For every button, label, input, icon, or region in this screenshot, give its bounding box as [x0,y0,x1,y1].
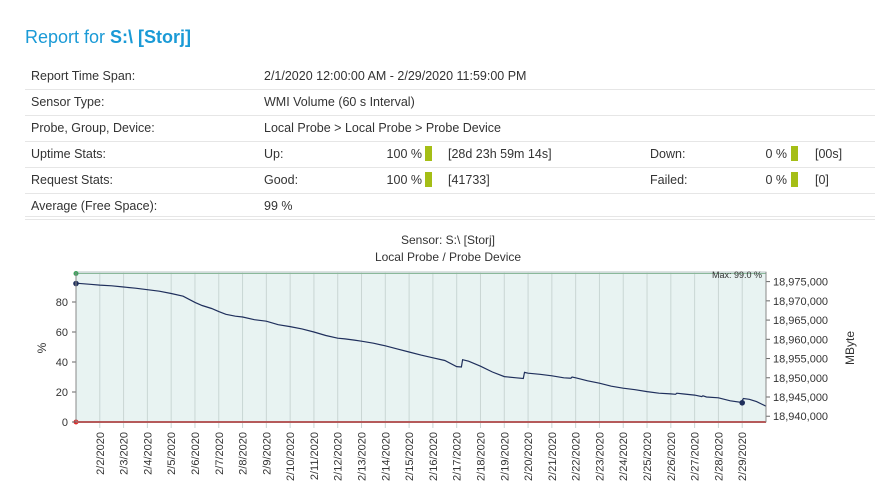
x-tick-label: 2/6/2020 [190,432,202,475]
x-tick-label: 2/23/2020 [594,432,606,481]
probe-label: Probe, Group, Device: [31,121,155,135]
up-bar [425,146,432,161]
y2-tick-label: 18,950,000 [773,373,828,385]
x-tick-label: 2/28/2020 [713,432,725,481]
y2-tick-label: 18,970,000 [773,296,828,308]
row-average: Average (Free Space): 99 % [25,194,875,220]
up-percent: 100 % [386,147,422,161]
max-annotation: Max: 99.0 % [712,270,762,280]
x-tick-label: 2/8/2020 [238,432,250,475]
down-percent: 0 % [765,147,787,161]
x-tick-label: 2/29/2020 [737,432,749,481]
y2-tick-label: 18,965,000 [773,315,828,327]
average-value: 99 % [264,199,293,213]
y2-tick-label: 18,955,000 [773,354,828,366]
x-tick-label: 2/25/2020 [642,432,654,481]
average-label: Average (Free Space): [31,199,158,213]
y-tick-label: 20 [56,387,68,399]
y-axis-label: % [35,342,49,353]
failed-count: [0] [815,173,829,187]
x-tick-label: 2/4/2020 [142,432,154,475]
chart-title: Sensor: S:\ [Storj] [401,233,495,247]
time-span-label: Report Time Span: [31,69,136,83]
y2-axis-label: MByte [843,331,857,365]
row-time-span: Report Time Span: 2/1/2020 12:00:00 AM -… [25,64,875,90]
sensor-type-label: Sensor Type: [31,95,105,109]
chart-divider [25,216,875,217]
y-tick-label: 0 [62,417,68,429]
stats-table: Report Time Span: 2/1/2020 12:00:00 AM -… [25,64,875,220]
x-tick-label: 2/27/2020 [690,432,702,481]
x-tick-label: 2/15/2020 [404,432,416,481]
y-tick-label: 80 [56,297,68,309]
x-tick-label: 2/18/2020 [475,432,487,481]
x-tick-label: 2/14/2020 [380,432,392,481]
report-title: Report for S:\ [Storj] [25,27,191,48]
x-tick-label: 2/9/2020 [261,432,273,475]
failed-bar [791,172,798,187]
row-sensor-type: Sensor Type: WMI Volume (60 s Interval) [25,90,875,116]
report-title-sensor: S:\ [Storj] [110,27,192,47]
down-time: [00s] [815,147,843,161]
good-bar [425,172,432,187]
time-span-value: 2/1/2020 12:00:00 AM - 2/29/2020 11:59:0… [264,69,527,83]
x-tick-label: 2/12/2020 [333,432,345,481]
x-tick-label: 2/11/2020 [309,432,321,480]
x-tick-label: 2/17/2020 [452,432,464,481]
y2-tick-label: 18,975,000 [773,277,828,289]
plot-area [75,271,767,423]
probe-value: Local Probe > Local Probe > Probe Device [264,121,501,135]
x-tick-label: 2/3/2020 [119,432,131,475]
x-tick-label: 2/22/2020 [571,432,583,481]
row-request: Request Stats: Good: 100 % [41733] Faile… [25,168,875,194]
row-probe: Probe, Group, Device: Local Probe > Loca… [25,116,875,142]
sensor-type-value: WMI Volume (60 s Interval) [264,95,415,109]
down-label: Down: [650,147,686,161]
good-label: Good: [264,173,299,187]
y-tick-label: 60 [56,327,68,339]
x-tick-label: 2/5/2020 [166,432,178,475]
up-label: Up: [264,147,284,161]
down-bar [791,146,798,161]
report-title-prefix: Report for [25,27,111,47]
free-space-chart: Sensor: S:\ [Storj] Local Probe / Probe … [35,233,857,481]
min-value-marker [739,399,746,406]
request-label: Request Stats: [31,173,113,187]
x-tick-label: 2/7/2020 [214,432,226,475]
x-tick-label: 2/24/2020 [618,432,630,481]
x-tick-label: 2/16/2020 [428,432,440,481]
x-tick-label: 2/2/2020 [95,432,107,475]
x-tick-label: 2/20/2020 [523,432,535,481]
x-tick-label: 2/10/2020 [285,432,297,481]
good-percent: 100 % [386,173,422,187]
chart-subtitle: Local Probe / Probe Device [375,250,521,264]
free-space-series-line [75,282,767,407]
y2-tick-label: 18,945,000 [773,392,828,404]
y-tick-label: 40 [56,357,68,369]
x-tick-label: 2/21/2020 [547,432,559,481]
x-tick-label: 2/13/2020 [357,432,369,481]
row-uptime: Uptime Stats: Up: 100 % [28d 23h 59m 14s… [25,142,875,168]
good-count: [41733] [448,173,490,187]
failed-percent: 0 % [765,173,787,187]
y2-tick-label: 18,940,000 [773,411,828,423]
x-tick-label: 2/19/2020 [499,432,511,481]
up-time: [28d 23h 59m 14s] [448,147,552,161]
x-tick-label: 2/26/2020 [666,432,678,481]
uptime-label: Uptime Stats: [31,147,107,161]
y2-tick-label: 18,960,000 [773,334,828,346]
failed-label: Failed: [650,173,688,187]
